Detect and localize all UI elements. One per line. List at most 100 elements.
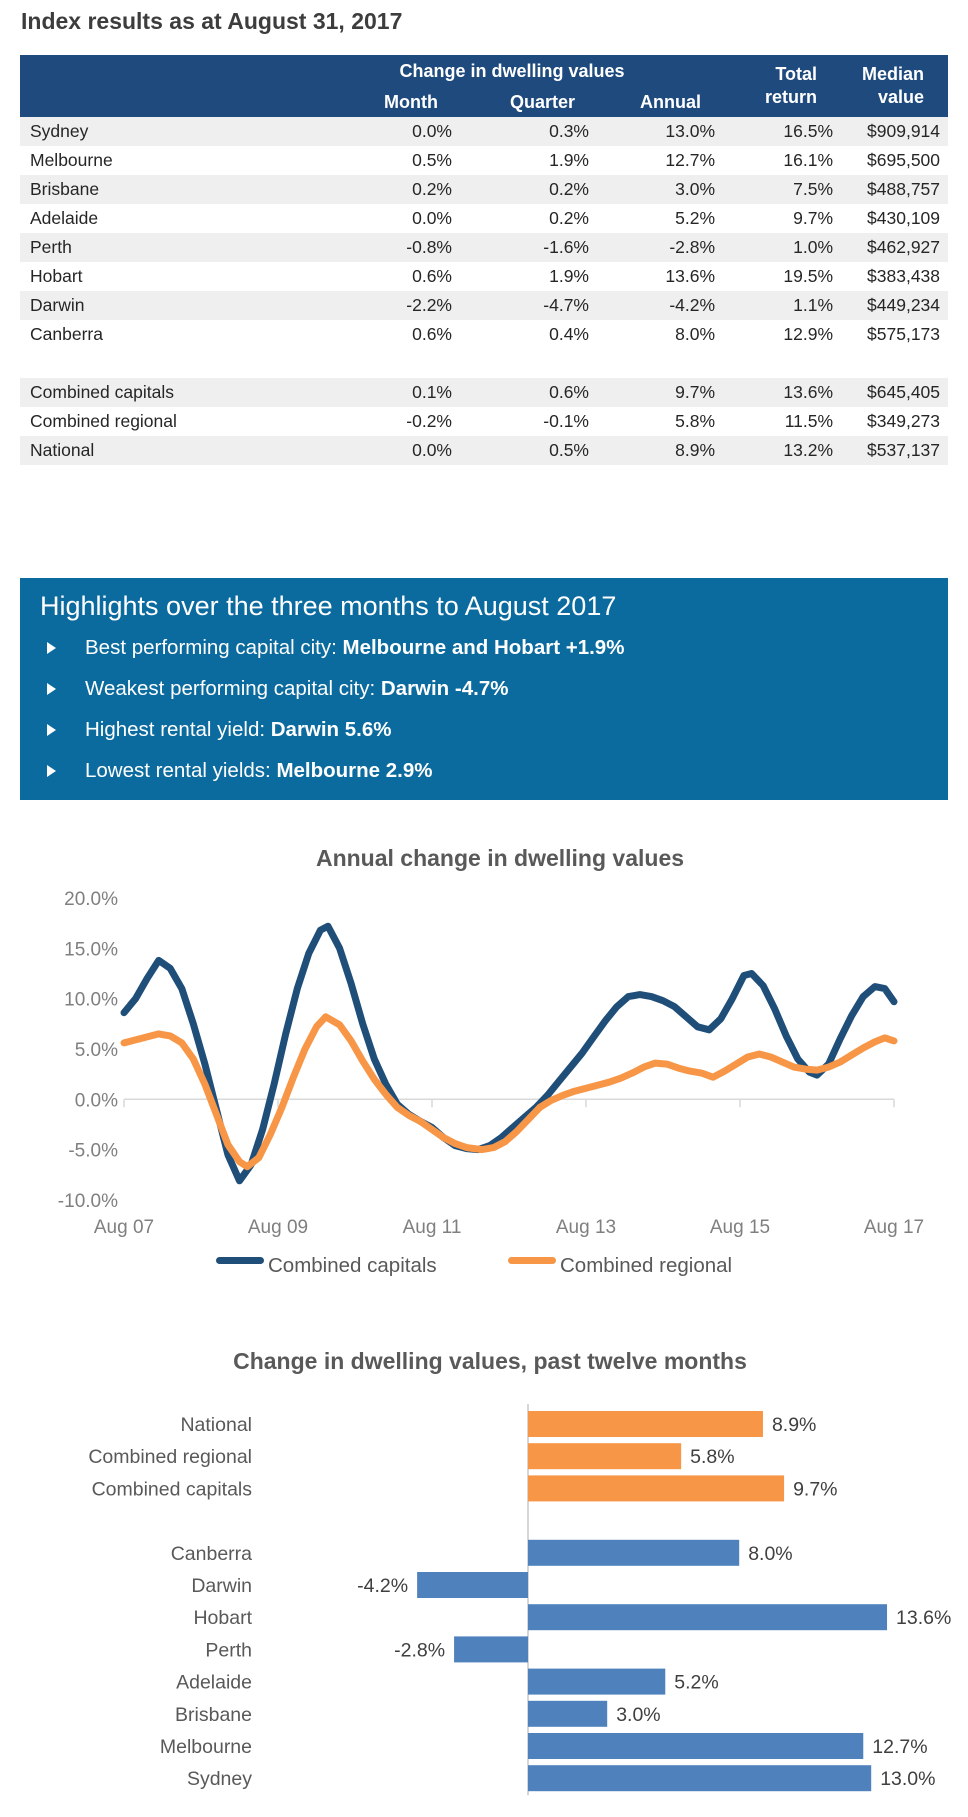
highlight-item: Best performing capital city: Melbourne …: [40, 636, 928, 660]
cell-month: 0.0%: [412, 440, 452, 460]
cell-month: -0.8%: [406, 237, 452, 257]
cell-quarter: 0.5%: [549, 440, 589, 460]
line-chart-axes: 20.0% 15.0% 10.0% 5.0% 0.0% -5.0% -10.0% Aug 07…: [58, 889, 924, 1238]
line-chart-series: [120, 922, 898, 1185]
highlight-item: Highest rental yield: Darwin 5.6%: [40, 718, 928, 742]
legend-capitals-label: Combined capitals: [268, 1254, 437, 1277]
line-chart-legend: Combined capitals Combined regional: [216, 1254, 732, 1277]
bar-value-label: -2.8%: [394, 1639, 445, 1661]
x-tick-label: Aug 11: [403, 1217, 462, 1238]
cell-quarter: 0.6%: [549, 382, 589, 402]
bar: [528, 1411, 763, 1437]
header-month: Month: [340, 87, 460, 117]
cell-total-return: 16.5%: [783, 121, 834, 141]
cell-annual: 8.9%: [675, 440, 716, 460]
header-total-return: Total return: [723, 55, 842, 117]
table-row: Combined regional -0.2% -0.1% 5.8% 11.5% $349…: [20, 407, 948, 436]
cell-quarter: 0.2%: [549, 179, 589, 199]
bar: [528, 1539, 740, 1566]
cell-quarter: -1.6%: [543, 237, 589, 257]
annual-change-line-chart: Annual change in dwelling values 20.0% 15…: [58, 845, 924, 1277]
cell-annual: -2.8%: [669, 237, 716, 257]
legend-regional-label: Combined regional: [560, 1254, 732, 1277]
bar-category-label: Hobart: [193, 1607, 252, 1629]
bar-category-label: Darwin: [191, 1575, 252, 1597]
y-tick-label: 15.0%: [64, 939, 118, 960]
bar: [528, 1443, 682, 1470]
highlight-text: Weakest performing capital city: Darwin …: [85, 677, 508, 701]
bar-category-label: Combined regional: [88, 1446, 252, 1468]
cell-total-return: 13.2%: [783, 440, 834, 460]
cell-total-return: 1.0%: [793, 237, 834, 257]
bar-value-label: 13.0%: [880, 1768, 935, 1790]
header-spacer-cell: [20, 55, 340, 87]
bar: [454, 1636, 528, 1663]
index-results-table: Change in dwelling values Total return M…: [20, 55, 949, 465]
highlight-label: Best performing capital city:: [85, 636, 343, 659]
cell-quarter: 0.4%: [549, 324, 589, 344]
index-results-table-wrap: Change in dwelling values Total return M…: [20, 55, 949, 465]
table-row: Canberra 0.6% 0.4% 8.0% 12.9% $575,173: [20, 320, 948, 349]
highlight-value: Darwin 5.6%: [270, 718, 392, 741]
bar-category-label: National: [180, 1414, 252, 1436]
legend-regional-swatch: [508, 1257, 556, 1264]
bar-value-label: 3.0%: [616, 1704, 660, 1726]
cell-annual: 9.7%: [675, 382, 716, 402]
highlight-text: Best performing capital city: Melbourne …: [85, 636, 624, 660]
bar-value-label: 5.2%: [674, 1672, 718, 1694]
bar-value-label: 12.7%: [872, 1736, 927, 1758]
cell-median-value: $430,109: [867, 208, 941, 228]
table-row: Perth -0.8% -1.6% -2.8% 1.0% $462,927: [20, 233, 949, 262]
cell-month: 0.0%: [412, 121, 452, 141]
page-title: Index results as at August 31, 2017: [21, 8, 403, 34]
highlights-panel: Highlights over the three months to Augu…: [20, 578, 948, 800]
bar-category-label: Brisbane: [175, 1704, 252, 1726]
header-quarter: Quarter: [460, 87, 597, 117]
cell-month: 0.5%: [412, 150, 452, 170]
highlight-label: Weakest performing capital city:: [85, 677, 381, 700]
cell-total-return: 19.5%: [783, 266, 834, 286]
bar-value-label: 5.8%: [690, 1446, 734, 1468]
cell-total-return: 11.5%: [784, 411, 834, 431]
cell-month: 0.0%: [412, 208, 452, 228]
cell-month: -2.2%: [406, 295, 452, 315]
bar-category-label: Combined capitals: [92, 1478, 253, 1500]
cell-total-return: 16.1%: [783, 150, 834, 170]
bullet-triangle-icon: [47, 642, 56, 654]
table-row: Sydney 0.0% 0.3% 13.0% 16.5% $909,914: [20, 117, 949, 146]
bar-category-label: Adelaide: [176, 1672, 252, 1694]
header-median-value: Median value: [841, 55, 949, 117]
twelve-month-change-bar-chart: Change in dwelling values, past twelve m…: [88, 1348, 951, 1796]
y-tick-label: -5.0%: [68, 1141, 118, 1162]
table-spacer-row: [20, 349, 949, 378]
bar-value-label: 8.0%: [748, 1543, 792, 1565]
highlights-list: Best performing capital city: Melbourne …: [40, 636, 928, 783]
cell-annual: 13.0%: [665, 121, 716, 141]
cell-total-return: 13.6%: [783, 382, 834, 402]
row-name: Brisbane: [30, 179, 100, 199]
bar: [528, 1604, 888, 1631]
cell-total-return: 9.7%: [793, 208, 834, 228]
table-row: Darwin -2.2% -4.7% -4.2% 1.1% $449,234: [20, 291, 949, 320]
x-tick-label: Aug 09: [248, 1217, 308, 1238]
bar-value-label: 13.6%: [896, 1607, 951, 1629]
x-tick-label: Aug 07: [94, 1217, 154, 1238]
bar-value-label: 8.9%: [772, 1414, 816, 1436]
row-name: Hobart: [30, 266, 83, 286]
bar: [528, 1475, 785, 1502]
spacer-cell: [20, 349, 949, 378]
highlight-item: Lowest rental yields: Melbourne 2.9%: [40, 759, 928, 783]
row-name: Darwin: [30, 295, 85, 315]
header-spacer-cell: [20, 87, 340, 117]
y-tick-label: 0.0%: [75, 1090, 118, 1111]
header-annual: Annual: [597, 87, 724, 117]
cell-month: 0.6%: [412, 266, 452, 286]
bar-value-label: -4.2%: [357, 1575, 408, 1597]
highlight-label: Lowest rental yields:: [85, 759, 277, 782]
cell-quarter: 1.9%: [549, 266, 589, 286]
cell-median-value: $575,173: [867, 324, 941, 344]
combined-capitals-line: [120, 922, 898, 1185]
bar-category-label: Perth: [205, 1639, 252, 1661]
cell-total-return: 12.9%: [783, 324, 834, 344]
cell-quarter: -4.7%: [543, 295, 589, 315]
